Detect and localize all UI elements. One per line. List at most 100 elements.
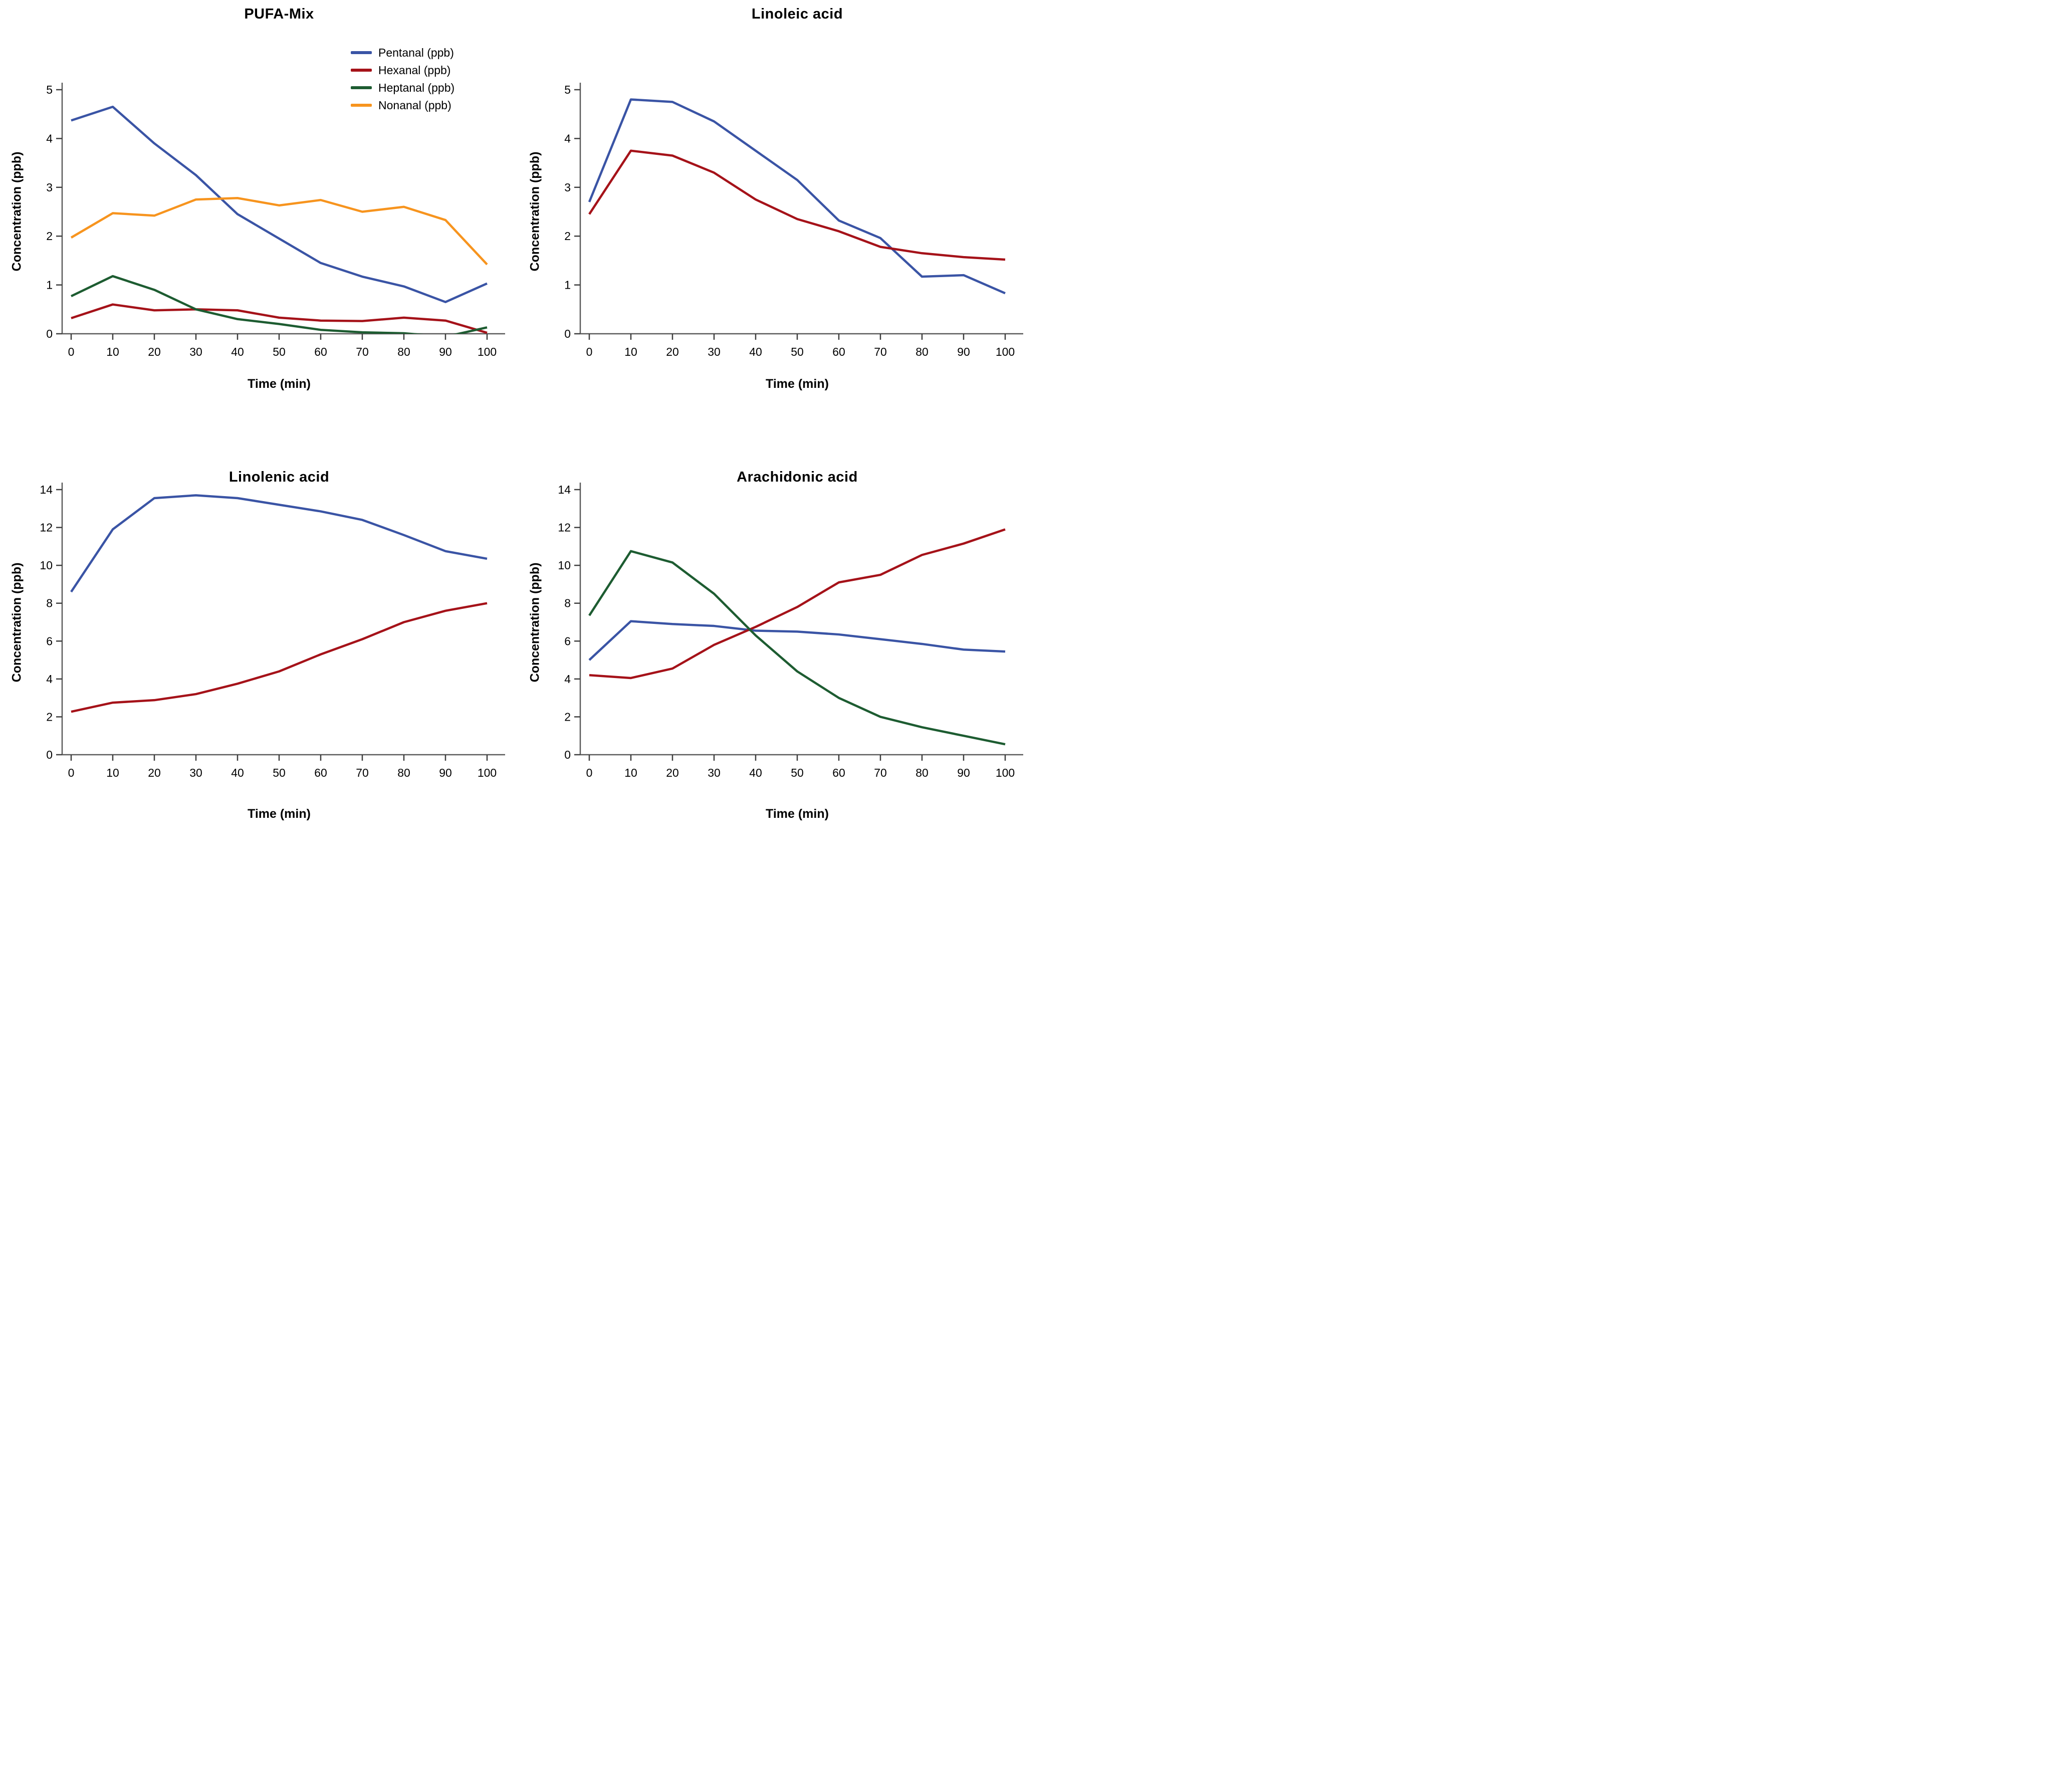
svg-text:20: 20 [148, 345, 161, 358]
legend-label: Nonanal (ppb) [378, 98, 451, 112]
svg-text:20: 20 [148, 766, 161, 779]
svg-text:1: 1 [46, 279, 53, 292]
svg-text:4: 4 [564, 673, 571, 686]
svg-text:0: 0 [586, 345, 593, 358]
chart-title: Linoleic acid [751, 6, 843, 22]
legend-item-pentanal: Pentanal (ppb) [351, 46, 454, 59]
svg-text:90: 90 [439, 345, 452, 358]
svg-text:40: 40 [749, 345, 762, 358]
svg-text:4: 4 [46, 673, 53, 686]
svg-text:80: 80 [915, 766, 929, 779]
figure-pufa-oxidation-charts: PUFA-Mix Concentration (ppb) 0 1 2 3 4 5 0 10 20… [0, 0, 1036, 884]
svg-text:100: 100 [996, 766, 1015, 779]
x-axis-label: Time (min) [766, 377, 829, 391]
svg-text:20: 20 [666, 766, 679, 779]
x-axis-label: Time (min) [248, 377, 311, 391]
svg-text:4: 4 [564, 132, 571, 145]
line-plot-linolenic-acid: 0 2 4 6 8 10 12 14 0 10 20 30 40 50 60 70 80 90 100 [40, 483, 505, 779]
svg-text:40: 40 [231, 345, 244, 358]
svg-text:12: 12 [40, 521, 53, 534]
line-plot-arachidonic-acid: 0 2 4 6 8 10 12 14 0 10 20 30 40 50 60 70 80 90 100 [558, 483, 1023, 779]
svg-text:40: 40 [231, 766, 244, 779]
legend-label: Hexanal (ppb) [378, 63, 451, 77]
svg-text:14: 14 [558, 483, 571, 496]
svg-text:2: 2 [564, 230, 571, 243]
legend-label: Heptanal (ppb) [378, 81, 455, 94]
pentanal-line-swatch [351, 51, 372, 54]
x-axis-label: Time (min) [248, 807, 311, 821]
legend-item-nonanal: Nonanal (ppb) [351, 99, 454, 112]
svg-text:100: 100 [478, 766, 497, 779]
svg-text:14: 14 [40, 483, 53, 496]
chart-cell-pufa-mix: PUFA-Mix Concentration (ppb) 0 1 2 3 4 5 0 10 20… [0, 0, 518, 442]
svg-text:20: 20 [666, 345, 679, 358]
svg-text:100: 100 [478, 345, 497, 358]
svg-text:3: 3 [46, 181, 53, 194]
svg-text:30: 30 [708, 766, 721, 779]
svg-text:3: 3 [564, 181, 571, 194]
svg-text:60: 60 [314, 345, 327, 358]
legend-item-hexanal: Hexanal (ppb) [351, 64, 454, 77]
svg-text:30: 30 [189, 345, 202, 358]
svg-text:90: 90 [957, 345, 970, 358]
svg-text:60: 60 [314, 766, 327, 779]
chart-title: Linolenic acid [228, 469, 330, 485]
svg-text:0: 0 [46, 327, 53, 340]
svg-text:2: 2 [46, 230, 53, 243]
svg-text:70: 70 [356, 345, 369, 358]
svg-text:2: 2 [564, 710, 571, 723]
svg-text:100: 100 [996, 345, 1015, 358]
legend-item-heptanal: Heptanal (ppb) [351, 81, 454, 94]
svg-text:4: 4 [46, 132, 53, 145]
svg-text:6: 6 [46, 634, 53, 647]
svg-text:0: 0 [46, 748, 53, 761]
svg-text:90: 90 [439, 766, 452, 779]
svg-text:60: 60 [832, 345, 845, 358]
svg-text:10: 10 [106, 345, 119, 358]
svg-text:2: 2 [46, 710, 53, 723]
hexanal-line-swatch [351, 69, 372, 72]
svg-text:0: 0 [68, 766, 75, 779]
svg-text:30: 30 [708, 345, 721, 358]
svg-text:5: 5 [564, 83, 571, 96]
svg-text:80: 80 [915, 345, 929, 358]
svg-text:10: 10 [624, 345, 637, 358]
svg-text:30: 30 [189, 766, 202, 779]
svg-text:6: 6 [564, 634, 571, 647]
svg-text:50: 50 [791, 766, 804, 779]
svg-text:1: 1 [564, 279, 571, 292]
svg-text:0: 0 [564, 748, 571, 761]
svg-text:0: 0 [586, 766, 593, 779]
legend: Pentanal (ppb) Hexanal (ppb) Heptanal (p… [351, 46, 454, 112]
svg-text:50: 50 [273, 766, 286, 779]
chart-title: PUFA-Mix [244, 6, 314, 22]
svg-text:70: 70 [874, 766, 887, 779]
svg-text:10: 10 [40, 559, 53, 572]
svg-text:80: 80 [397, 345, 410, 358]
svg-text:12: 12 [558, 521, 571, 534]
svg-text:0: 0 [564, 327, 571, 340]
heptanal-line-swatch [351, 86, 372, 89]
svg-text:8: 8 [46, 597, 53, 610]
svg-text:50: 50 [273, 345, 286, 358]
svg-text:80: 80 [397, 766, 410, 779]
svg-text:10: 10 [106, 766, 119, 779]
svg-text:5: 5 [46, 83, 53, 96]
svg-text:10: 10 [624, 766, 637, 779]
svg-text:8: 8 [564, 597, 571, 610]
svg-text:40: 40 [749, 766, 762, 779]
svg-text:10: 10 [558, 559, 571, 572]
svg-text:0: 0 [68, 345, 75, 358]
legend-label: Pentanal (ppb) [378, 46, 454, 59]
nonanal-line-swatch [351, 104, 372, 107]
x-axis-label: Time (min) [766, 807, 829, 821]
svg-text:50: 50 [791, 345, 804, 358]
svg-text:70: 70 [874, 345, 887, 358]
chart-title: Arachidonic acid [737, 469, 858, 485]
svg-text:70: 70 [356, 766, 369, 779]
